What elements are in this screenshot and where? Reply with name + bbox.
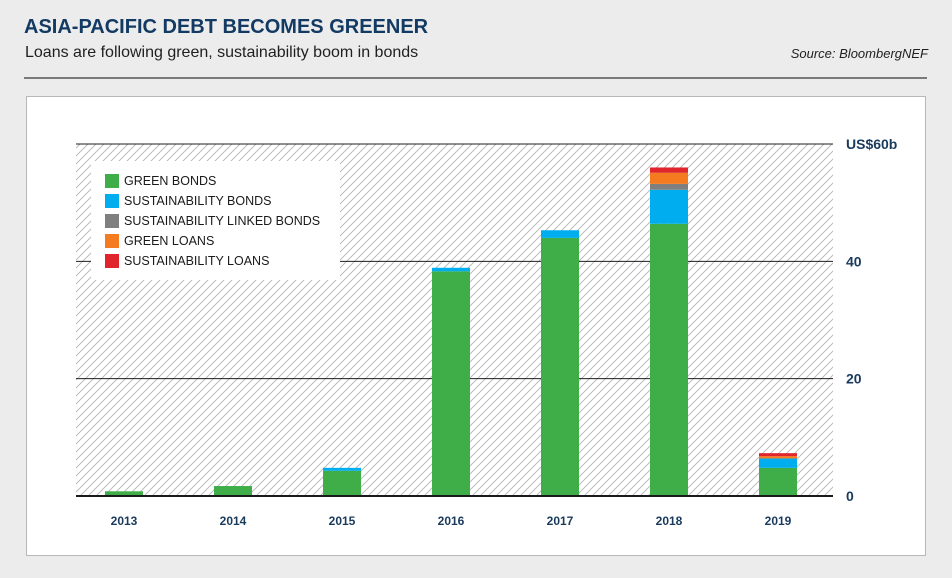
bar-2019-sustainability-bonds [759,458,797,468]
x-tick-label: 2016 [438,514,465,528]
y-tick-label: 40 [846,253,862,269]
legend-label: GREEN LOANS [124,234,215,248]
bar-2018-sustainability-bonds [650,189,688,224]
source-note: Source: BloombergNEF [790,46,928,61]
legend-swatch-sustainability-loans [105,254,119,268]
legend-label: SUSTAINABILITY BONDS [124,194,272,208]
chart-subtitle: Loans are following green, sustainabilit… [25,44,419,61]
y-tick-label: US$60b [846,136,897,152]
bar-2018-green-loans [650,172,688,184]
bar-2019-green-loans [759,456,797,459]
legend-swatch-sustainability-linked-bonds [105,214,119,228]
bar-2016-green-bonds [432,271,470,496]
bar-2018-sustainability-loans [650,167,688,173]
legend-item-green-loans: GREEN LOANS [105,233,214,249]
y-tick-label: 20 [846,371,862,387]
y-tick-label: 0 [846,488,854,504]
legend-label: GREEN BONDS [124,174,217,188]
bar-2015-sustainability-bonds [323,467,361,471]
legend-item-sustainability-loans: SUSTAINABILITY LOANS [105,253,269,269]
x-tick-label: 2017 [547,514,574,528]
bar-2016-sustainability-bonds [432,267,470,272]
legend-swatch-green-bonds [105,174,119,188]
bar-2018-sustainability-linked-bonds [650,183,688,190]
x-tick-label: 2019 [765,514,792,528]
header-divider [24,77,927,79]
x-tick-label: 2013 [111,514,138,528]
legend-item-sustainability-bonds: SUSTAINABILITY BONDS [105,193,272,209]
legend-swatch-sustainability-bonds [105,194,119,208]
bar-2015-green-bonds [323,470,361,496]
bar-2019-green-bonds [759,467,797,496]
legend: GREEN BONDS SUSTAINABILITY BONDS SUSTAIN… [91,161,340,280]
x-tick-label: 2014 [220,514,247,528]
legend-item-green-bonds: GREEN BONDS [105,173,216,189]
bar-2017-sustainability-bonds [541,230,579,238]
legend-label: SUSTAINABILITY LINKED BONDS [124,214,321,228]
bar-2017-green-bonds [541,237,579,496]
bar-2014-green-bonds [214,486,252,496]
bar-2018-green-bonds [650,223,688,496]
bar-2013-green-bonds [105,491,143,496]
legend-item-sustainability-linked-bonds: SUSTAINABILITY LINKED BONDS [105,213,320,229]
bar-2019-sustainability-loans [759,453,797,457]
x-tick-label: 2018 [656,514,683,528]
legend-label: SUSTAINABILITY LOANS [124,254,270,268]
legend-swatch-green-loans [105,234,119,248]
x-tick-label: 2015 [329,514,356,528]
chart-title: ASIA-PACIFIC DEBT BECOMES GREENER [24,16,429,38]
